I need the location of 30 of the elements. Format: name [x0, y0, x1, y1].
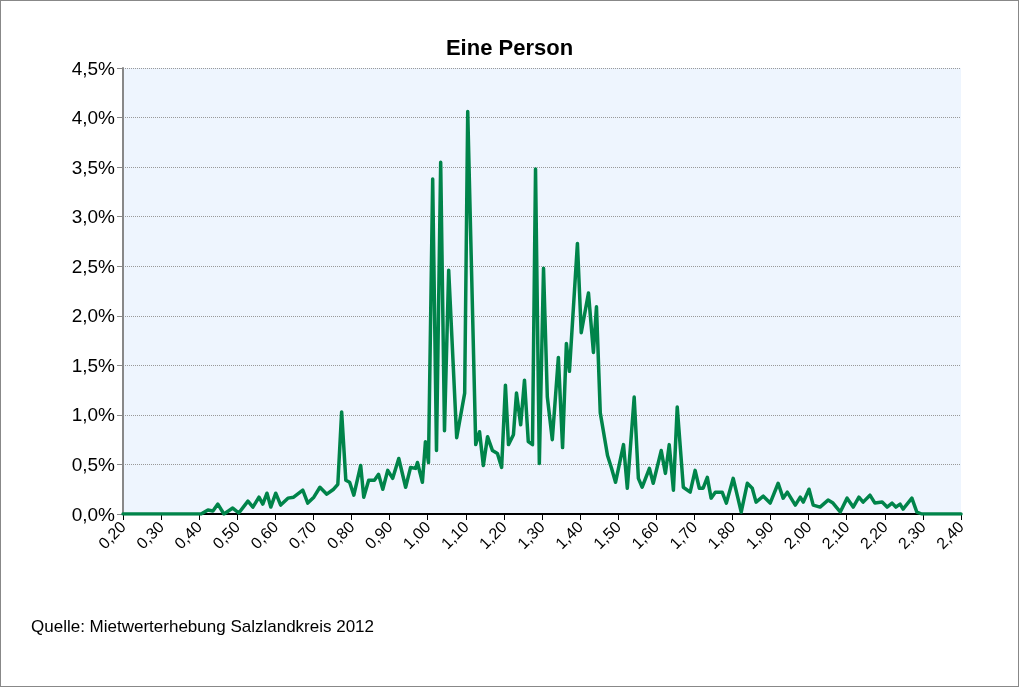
- x-tick-label: 0,30: [133, 517, 168, 553]
- y-tick-label: 3,5%: [71, 156, 116, 178]
- x-tick-label: 0,60: [247, 517, 282, 553]
- x-tick-label: 0,80: [323, 517, 358, 553]
- x-tick-label: 2,10: [818, 517, 853, 553]
- x-tick-label: 1,70: [666, 517, 701, 553]
- x-tick-label: 1,00: [399, 517, 434, 553]
- y-tick-label: 1,5%: [71, 354, 116, 376]
- x-tick-label: 0,50: [209, 517, 244, 553]
- chart-title: Eine Person: [445, 34, 574, 60]
- source-note: Quelle: Mietwerterhebung Salzlandkreis 2012: [31, 617, 375, 636]
- x-tick-label: 1,50: [590, 517, 625, 553]
- x-tick-label: 1,20: [475, 517, 510, 553]
- x-tick-label: 1,40: [552, 517, 587, 553]
- x-tick-label: 1,90: [742, 517, 777, 553]
- y-tick-label: 2,5%: [71, 255, 116, 277]
- x-tick-label: 1,10: [437, 517, 472, 553]
- x-tick-label: 0,40: [171, 517, 206, 553]
- y-tick-label: 1,0%: [71, 404, 116, 426]
- y-tick-label: 4,5%: [71, 57, 116, 79]
- x-tick-label: 0,90: [361, 517, 396, 553]
- y-tick-label: 4,0%: [71, 107, 116, 129]
- x-tick-label: 2,00: [780, 517, 815, 553]
- y-tick-label: 0,5%: [71, 453, 116, 475]
- x-tick-label: 1,80: [704, 517, 739, 553]
- x-tick-label: 1,30: [513, 517, 549, 553]
- y-tick-label: 3,0%: [71, 206, 116, 228]
- y-tick-label: 2,0%: [71, 305, 116, 327]
- x-tick-label: 1,60: [628, 517, 663, 553]
- x-tick-label: 0,70: [285, 517, 320, 553]
